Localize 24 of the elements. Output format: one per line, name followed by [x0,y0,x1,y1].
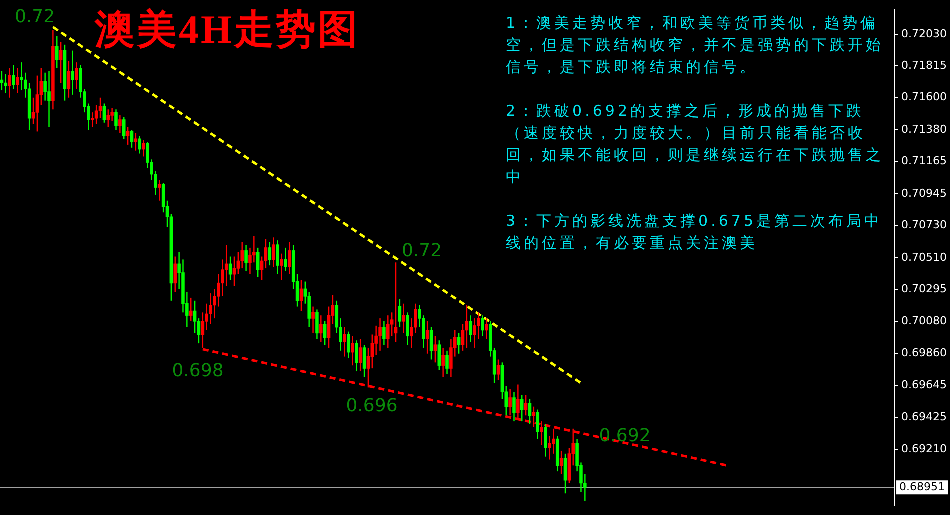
y-tick-label: 0.70080 [902,314,948,328]
annotation: 0.72 [14,6,56,28]
annotation: 2：跌破0.692的支撑之后，形成的抛售下跌（速度较快，力度较大。）目前只能看能否收回，如果不能收回，则是继续运行在下跌抛售之中 [506,101,885,188]
y-tick-label: 0.69860 [902,346,948,360]
y-tick-label: 0.71380 [902,123,948,136]
y-tick-label: 0.71165 [902,154,948,168]
annotation: 1：澳美走势收窄，和欧美等货币类似，趋势偏空，但是下跌结构收窄，并不是强势的下跌开始信号，是下跌即将结束的信号。 [506,13,885,78]
annotation: 0.698 [172,360,224,382]
y-tick-label: 0.69645 [902,378,948,392]
y-tick-label: 0.70730 [902,218,948,232]
y-tick-label: 0.71600 [902,90,948,104]
y-tick-label: 0.70295 [902,282,948,296]
chart-title: 澳美4H走势图 [95,6,360,54]
y-tick-label: 0.69210 [902,442,948,456]
y-tick-label: 0.72030 [902,27,948,40]
y-tick-label: 0.71815 [902,59,948,72]
annotation: 0.696 [346,396,398,417]
annotation: 0.692 [599,426,651,447]
y-tick-label: 0.70510 [902,251,948,264]
annotation: 3：下方的影线洗盘支撑0.675是第二次布局中线的位置，有必要重点关注澳美 [506,211,884,254]
y-tick-label: 0.70945 [902,187,948,200]
ref-line-label: 0.68951 [900,480,946,494]
annotation: 0.72 [402,240,442,262]
y-tick-label: 0.69425 [902,410,948,424]
